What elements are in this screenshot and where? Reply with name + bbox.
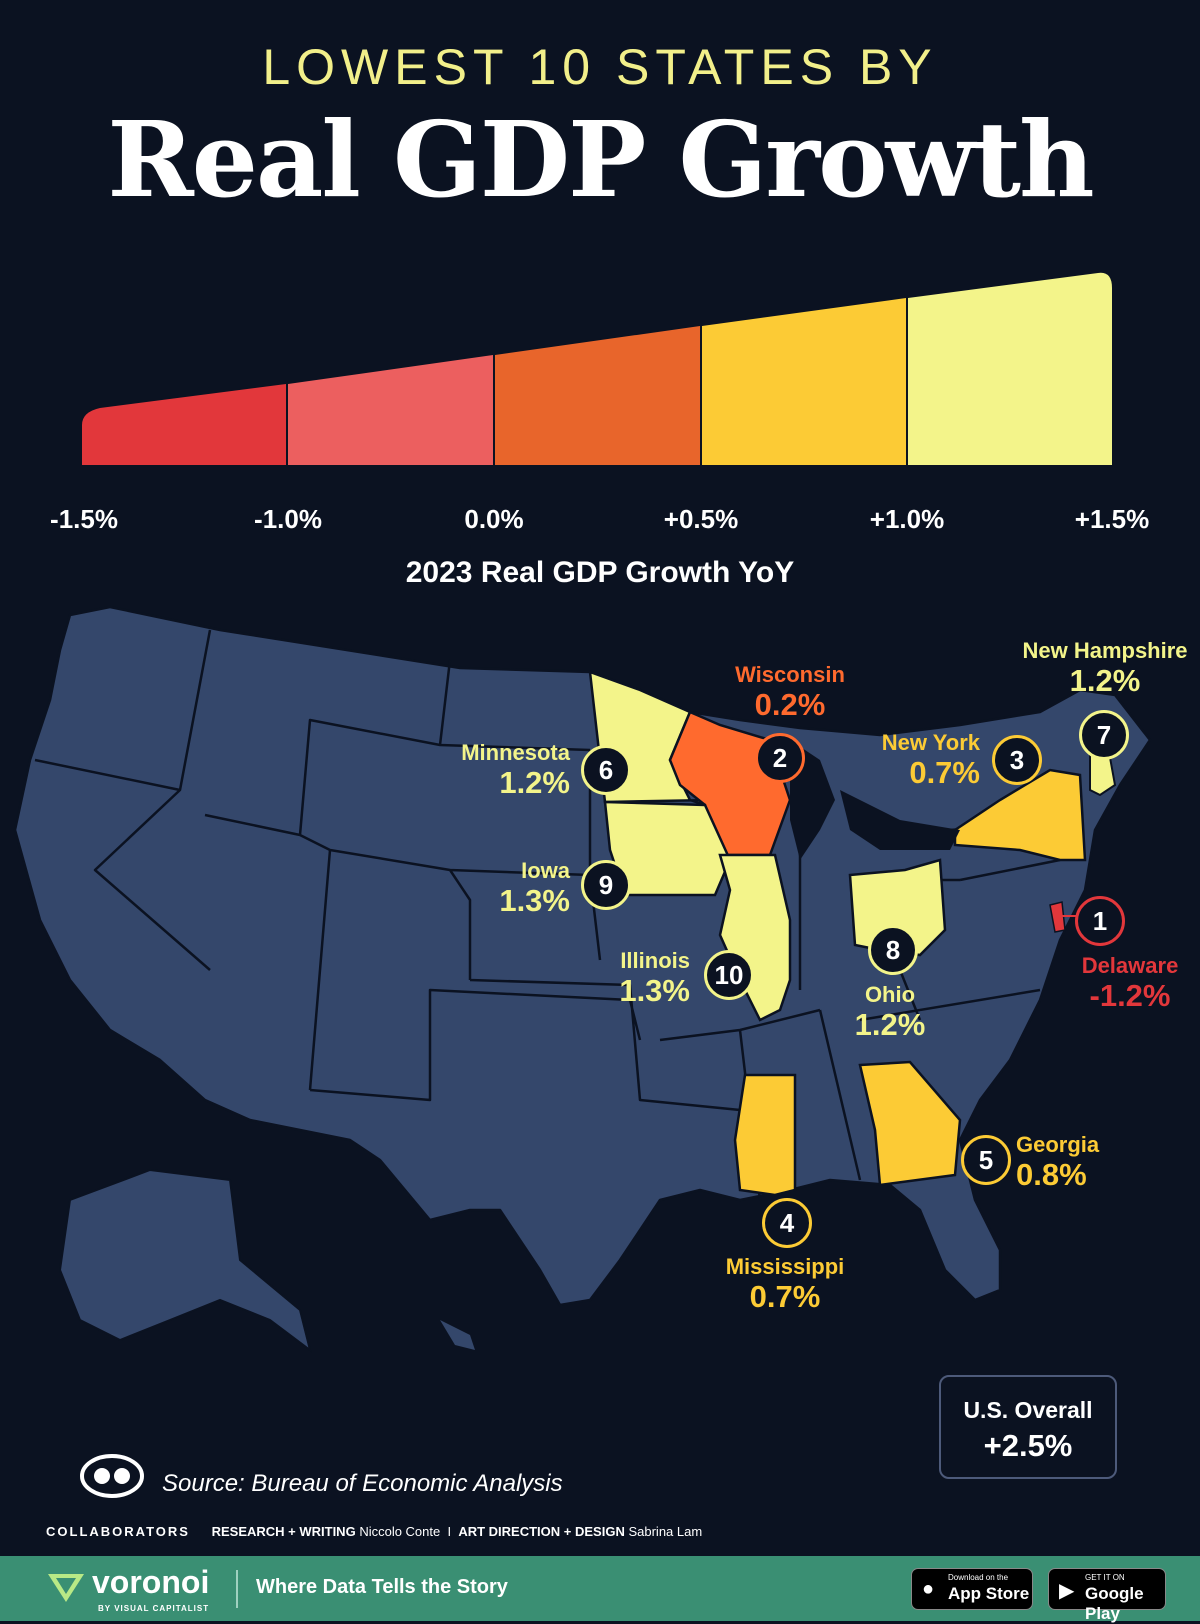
credits-design-name: Sabrina Lam xyxy=(628,1524,703,1539)
rank-badge: 1 xyxy=(1075,896,1125,946)
google-play-button[interactable]: ▶ GET IT ON Google Play xyxy=(1048,1568,1166,1623)
label-mississippi: Mississippi 0.7% xyxy=(700,1254,870,1315)
legend-tick-label: 0.0% xyxy=(464,504,524,534)
hawaii xyxy=(440,1320,475,1350)
voronoi-logo-icon xyxy=(48,1574,84,1602)
credits-separator: I xyxy=(447,1524,452,1539)
apple-icon: ● xyxy=(922,1578,935,1600)
legend-tick-label: +1.0% xyxy=(869,504,945,534)
source-text: Source: Bureau of Economic Analysis xyxy=(162,1470,563,1497)
state-name: Wisconsin xyxy=(735,662,845,687)
state-value: 0.8% xyxy=(1016,1157,1087,1193)
legend-segment-5 xyxy=(908,272,1112,465)
state-ohio xyxy=(848,858,947,957)
page-title: Real GDP Growth xyxy=(107,98,1094,221)
overall-label: U.S. Overall xyxy=(963,1397,1093,1423)
label-wisconsin: Wisconsin 0.2% xyxy=(700,662,880,723)
state-illinois xyxy=(718,853,792,1022)
credits: COLLABORATORS RESEARCH + WRITING Niccolo… xyxy=(46,1524,702,1539)
state-name: Iowa xyxy=(521,858,570,883)
label-georgia: Georgia 0.8% xyxy=(1016,1132,1186,1193)
state-value: 1.2% xyxy=(1069,663,1141,699)
label-iowa: Iowa 1.3% xyxy=(400,858,570,919)
header-kicker: LOWEST 10 STATES BY xyxy=(262,39,938,95)
alaska xyxy=(58,1168,312,1353)
state-mississippi xyxy=(733,1073,797,1197)
google-play-label: Google Play xyxy=(1085,1584,1144,1623)
state-value: -1.2% xyxy=(1089,978,1171,1014)
credits-heading: COLLABORATORS xyxy=(46,1524,190,1539)
state-value: 0.2% xyxy=(754,687,826,723)
state-name: Delaware xyxy=(1081,953,1179,978)
google-play-icon: ▶ xyxy=(1059,1580,1075,1602)
legend-segment-1 xyxy=(82,384,286,465)
credits-research-name: Niccolo Conte xyxy=(359,1524,441,1539)
rank-badge: 7 xyxy=(1079,710,1129,760)
legend-segment-2 xyxy=(288,355,493,465)
voronoi-brand-sub: BY VISUAL CAPITALIST xyxy=(98,1604,210,1613)
rank-badge: 3 xyxy=(992,735,1042,785)
state-iowa xyxy=(603,800,732,897)
legend-axis-title: 2023 Real GDP Growth YoY xyxy=(405,556,795,589)
state-value: 1.2% xyxy=(499,765,570,801)
state-delaware xyxy=(1049,901,1066,933)
label-new-york: New York 0.7% xyxy=(820,730,980,791)
app-store-button[interactable]: ● Download on the App Store xyxy=(911,1568,1033,1610)
rank-badge: 5 xyxy=(961,1135,1011,1185)
footer-bar: voronoi BY VISUAL CAPITALIST Where Data … xyxy=(0,1556,1200,1623)
rank-badge: 8 xyxy=(868,925,918,975)
app-store-small-text: Download on the xyxy=(948,1573,1009,1582)
legend-tick-label: -1.5% xyxy=(50,504,118,534)
footer-divider xyxy=(236,1570,238,1608)
great-lakes xyxy=(790,740,960,860)
credits-design-label: ART DIRECTION + DESIGN xyxy=(458,1524,625,1539)
label-delaware: Delaware -1.2% xyxy=(1060,953,1200,1014)
state-value: 1.3% xyxy=(499,883,570,919)
legend-scale xyxy=(82,272,1112,465)
state-name: Minnesota xyxy=(461,740,570,765)
rank-badge: 4 xyxy=(762,1198,812,1248)
state-name: Georgia xyxy=(1016,1132,1100,1157)
legend-tick-label: +1.5% xyxy=(1074,504,1150,534)
label-minnesota: Minnesota 1.2% xyxy=(400,740,570,801)
legend-segment-4 xyxy=(702,298,906,465)
state-name: New York xyxy=(881,730,980,755)
overall-value: +2.5% xyxy=(983,1428,1073,1463)
legend-segment-3 xyxy=(495,326,700,465)
us-mainland xyxy=(13,605,1152,1307)
app-store-label: App Store xyxy=(948,1584,1030,1603)
label-new-hampshire: New Hampshire 1.2% xyxy=(1015,638,1195,699)
rank-badge: 10 xyxy=(704,950,754,1000)
state-name: Illinois xyxy=(620,948,690,973)
visual-capitalist-logo-icon xyxy=(80,1454,144,1498)
state-name: Mississippi xyxy=(725,1254,845,1279)
state-new-york xyxy=(953,768,1087,862)
state-value: 1.2% xyxy=(854,1007,926,1043)
rank-badge: 6 xyxy=(581,745,631,795)
legend-tick-label: +0.5% xyxy=(663,504,739,534)
rank-badge: 2 xyxy=(755,733,805,783)
us-overall-box: U.S. Overall +2.5% xyxy=(939,1375,1117,1479)
rank-badge: 9 xyxy=(581,860,631,910)
label-illinois: Illinois 1.3% xyxy=(520,948,690,1009)
state-name: Ohio xyxy=(864,982,916,1007)
label-ohio: Ohio 1.2% xyxy=(810,982,970,1043)
state-name: New Hampshire xyxy=(1022,638,1188,663)
state-value: 0.7% xyxy=(909,755,980,791)
google-play-small-text: GET IT ON xyxy=(1085,1573,1125,1582)
footer-tagline: Where Data Tells the Story xyxy=(256,1576,508,1598)
credits-research-label: RESEARCH + WRITING xyxy=(211,1524,356,1539)
voronoi-brand[interactable]: voronoi xyxy=(92,1564,210,1600)
state-value: 1.3% xyxy=(619,973,690,1009)
legend-tick-label: -1.0% xyxy=(254,504,322,534)
state-georgia xyxy=(858,1060,962,1187)
state-value: 0.7% xyxy=(749,1279,821,1315)
